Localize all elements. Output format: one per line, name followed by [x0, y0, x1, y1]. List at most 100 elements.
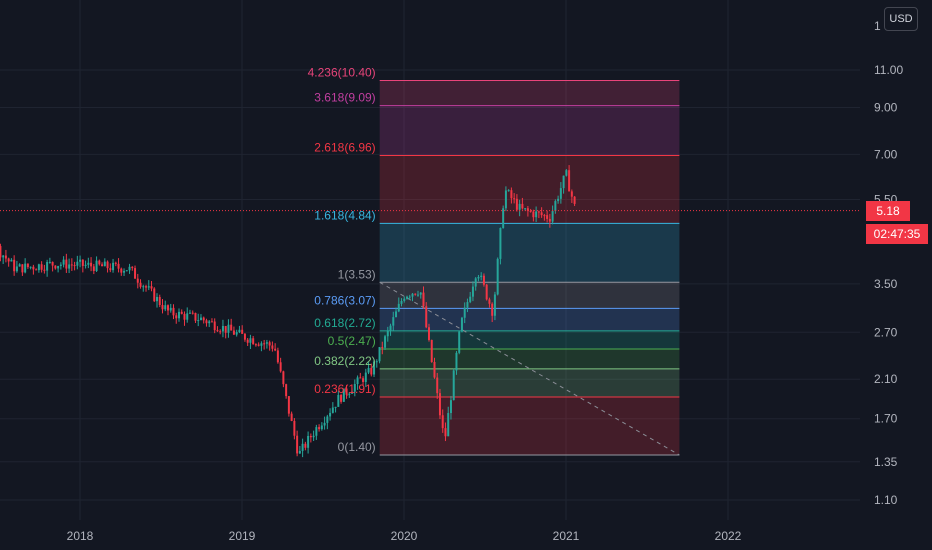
candle-body: [271, 345, 274, 349]
fib-level-label: 0(1.40): [338, 440, 376, 454]
fib-band: [379, 330, 680, 349]
candle-body: [562, 175, 565, 189]
y-tick-label: 2.10: [874, 372, 898, 386]
candle-body: [293, 420, 296, 436]
candle-body: [449, 400, 452, 414]
candle-body: [186, 313, 189, 320]
candle-body: [134, 268, 137, 279]
candle-body: [73, 265, 76, 267]
candle-body: [84, 264, 87, 266]
candle-body: [370, 367, 373, 375]
fib-level-label: 1.618(4.84): [314, 208, 375, 222]
candle-body: [529, 210, 532, 212]
candle-body: [232, 330, 235, 335]
candle-body: [128, 266, 131, 271]
candle-body: [26, 263, 29, 268]
candle-body: [406, 296, 409, 299]
candle-body: [397, 303, 400, 312]
candle-body: [403, 298, 406, 301]
candle-body: [307, 435, 310, 448]
fib-band: [379, 223, 680, 283]
candle-body: [68, 264, 71, 269]
candle-body: [384, 336, 387, 348]
y-axis[interactable]: 1 11.009.007.005.503.502.702.101.701.351…: [874, 19, 903, 507]
candle-body: [480, 275, 483, 277]
candle-body: [243, 333, 246, 340]
candle-body: [436, 377, 439, 394]
candle-body: [320, 425, 323, 430]
candle-body: [123, 270, 126, 273]
candle-body: [482, 275, 485, 285]
candle-body: [422, 292, 425, 307]
candle-body: [469, 296, 472, 303]
y-tick-label: 2.70: [874, 325, 898, 339]
fib-band: [379, 105, 680, 156]
y-tick-label: 11.00: [874, 63, 903, 77]
candle-body: [425, 306, 428, 328]
candle-body: [362, 378, 365, 382]
candle-body: [408, 296, 411, 298]
candle-body: [21, 264, 24, 273]
candle-body: [466, 302, 469, 308]
candle-body: [515, 198, 518, 210]
candle-body: [106, 261, 109, 269]
candle-body: [208, 321, 211, 324]
candle-body: [554, 201, 557, 211]
candle-body: [65, 259, 68, 269]
candle-body: [329, 412, 332, 417]
candle-body: [257, 344, 260, 346]
fib-level-label: 4.236(10.40): [308, 65, 376, 79]
y-tick-label: 3.50: [874, 277, 898, 291]
candle-body: [268, 342, 271, 346]
candle-body: [13, 259, 16, 272]
candle-body: [164, 305, 167, 310]
candle-body: [513, 198, 516, 200]
fib-level-label: 0.618(2.72): [314, 316, 375, 330]
candle-body: [150, 286, 153, 289]
candle-body: [400, 300, 403, 304]
candle-body: [419, 292, 422, 295]
candle-body: [507, 190, 510, 192]
candle-body: [202, 317, 205, 321]
candle-body: [194, 312, 197, 321]
candle-body: [260, 343, 263, 346]
currency-button[interactable]: USD: [884, 7, 918, 31]
candle-body: [447, 413, 450, 437]
candle-body: [474, 278, 477, 287]
candle-body: [37, 264, 40, 271]
candle-body: [524, 208, 527, 210]
candle-body: [276, 350, 279, 363]
candle-body: [18, 264, 21, 267]
candle-body: [568, 170, 571, 192]
candle-body: [2, 255, 5, 258]
candle-body: [210, 321, 213, 323]
candle-body: [521, 203, 524, 209]
candle-body: [570, 191, 573, 197]
candlesticks: [0, 165, 576, 458]
candle-body: [274, 348, 277, 351]
fib-band: [379, 396, 680, 455]
candle-body: [43, 269, 46, 271]
candle-body: [147, 286, 150, 288]
candle-body: [70, 264, 73, 266]
candle-body: [197, 320, 200, 322]
candle-body: [169, 307, 172, 311]
x-axis[interactable]: 2018 2019 2020 2021 2022: [67, 529, 742, 543]
candle-body: [90, 262, 93, 267]
candle-body: [309, 435, 312, 438]
candle-body: [416, 294, 419, 296]
candle-body: [488, 299, 491, 304]
candle-body: [40, 264, 43, 270]
candle-body: [334, 406, 337, 408]
candle-body: [46, 262, 49, 271]
fib-level-label: 0.786(3.07): [314, 293, 375, 307]
candle-body: [95, 260, 98, 272]
fib-trend-line: [379, 281, 680, 456]
candle-body: [87, 262, 90, 265]
candle-body: [213, 321, 216, 331]
candle-body: [414, 293, 417, 295]
candle-body: [537, 211, 540, 213]
fib-level-label: 2.618(6.96): [314, 140, 375, 154]
candle-body: [557, 198, 560, 202]
